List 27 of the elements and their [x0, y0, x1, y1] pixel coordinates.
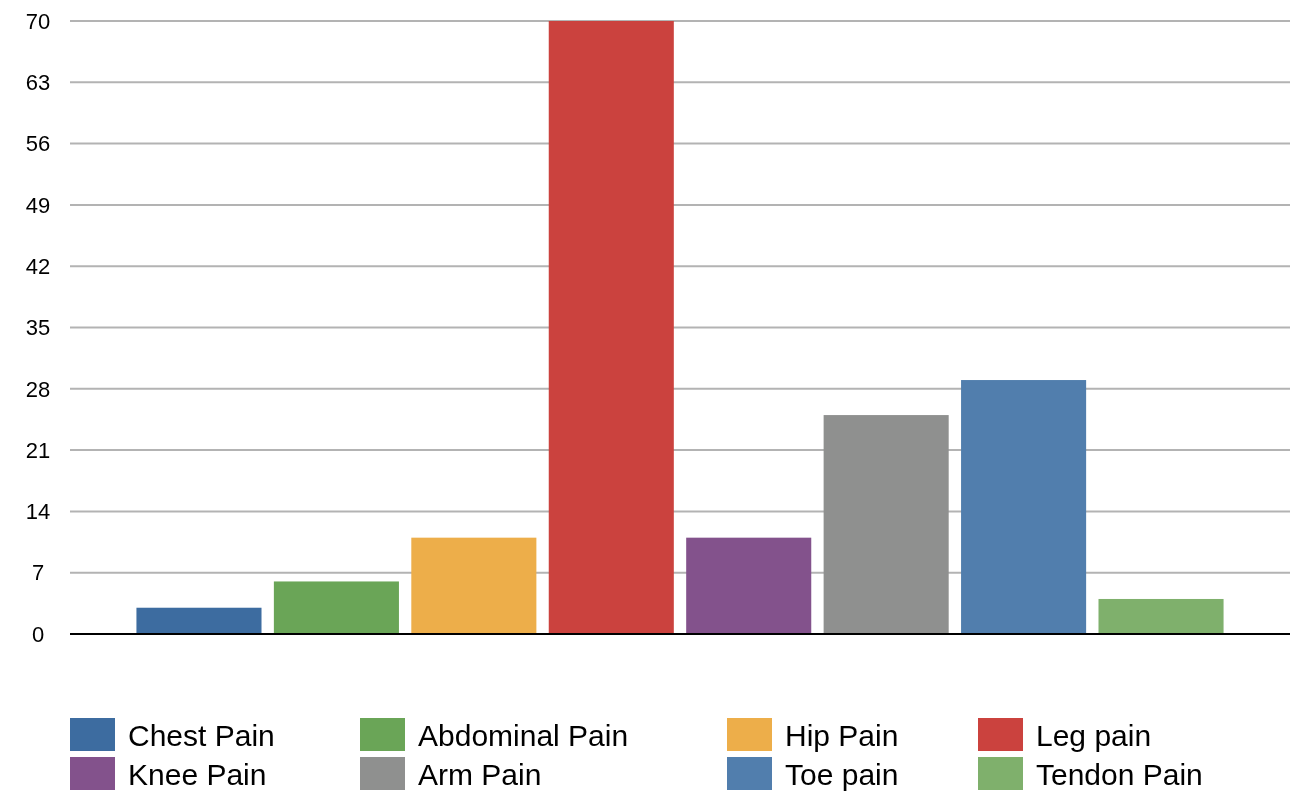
y-tick-label: 63 — [25, 70, 51, 95]
legend-label: Arm Pain — [418, 757, 542, 791]
bar — [823, 415, 949, 634]
legend-label: Tendon Pain — [1036, 757, 1203, 791]
y-tick-label: 42 — [25, 253, 51, 279]
legend-label: Chest Pain — [128, 718, 275, 752]
legend-label: Hip Pain — [785, 718, 899, 752]
bar — [686, 537, 812, 634]
bar — [411, 537, 537, 634]
bar — [136, 607, 262, 634]
y-tick-label: 49 — [25, 192, 51, 218]
bar — [1098, 598, 1224, 634]
legend-label: Abdominal Pain — [418, 718, 629, 752]
bar — [548, 21, 674, 634]
legend-label: Toe pain — [785, 757, 899, 791]
y-tick-label: 0 — [31, 621, 45, 647]
y-tick-label: 35 — [25, 315, 51, 341]
y-tick-label: 28 — [25, 376, 51, 402]
y-tick-label: 14 — [25, 499, 51, 525]
y-tick-label: 7 — [31, 560, 45, 586]
bar — [273, 581, 399, 634]
legend-label: Leg pain — [1036, 718, 1152, 752]
bar — [961, 380, 1087, 634]
legend-label: Knee Pain — [128, 757, 267, 791]
y-tick-label: 21 — [25, 437, 51, 463]
y-tick-label: 56 — [25, 131, 51, 157]
y-tick-label: 70 — [25, 8, 51, 34]
